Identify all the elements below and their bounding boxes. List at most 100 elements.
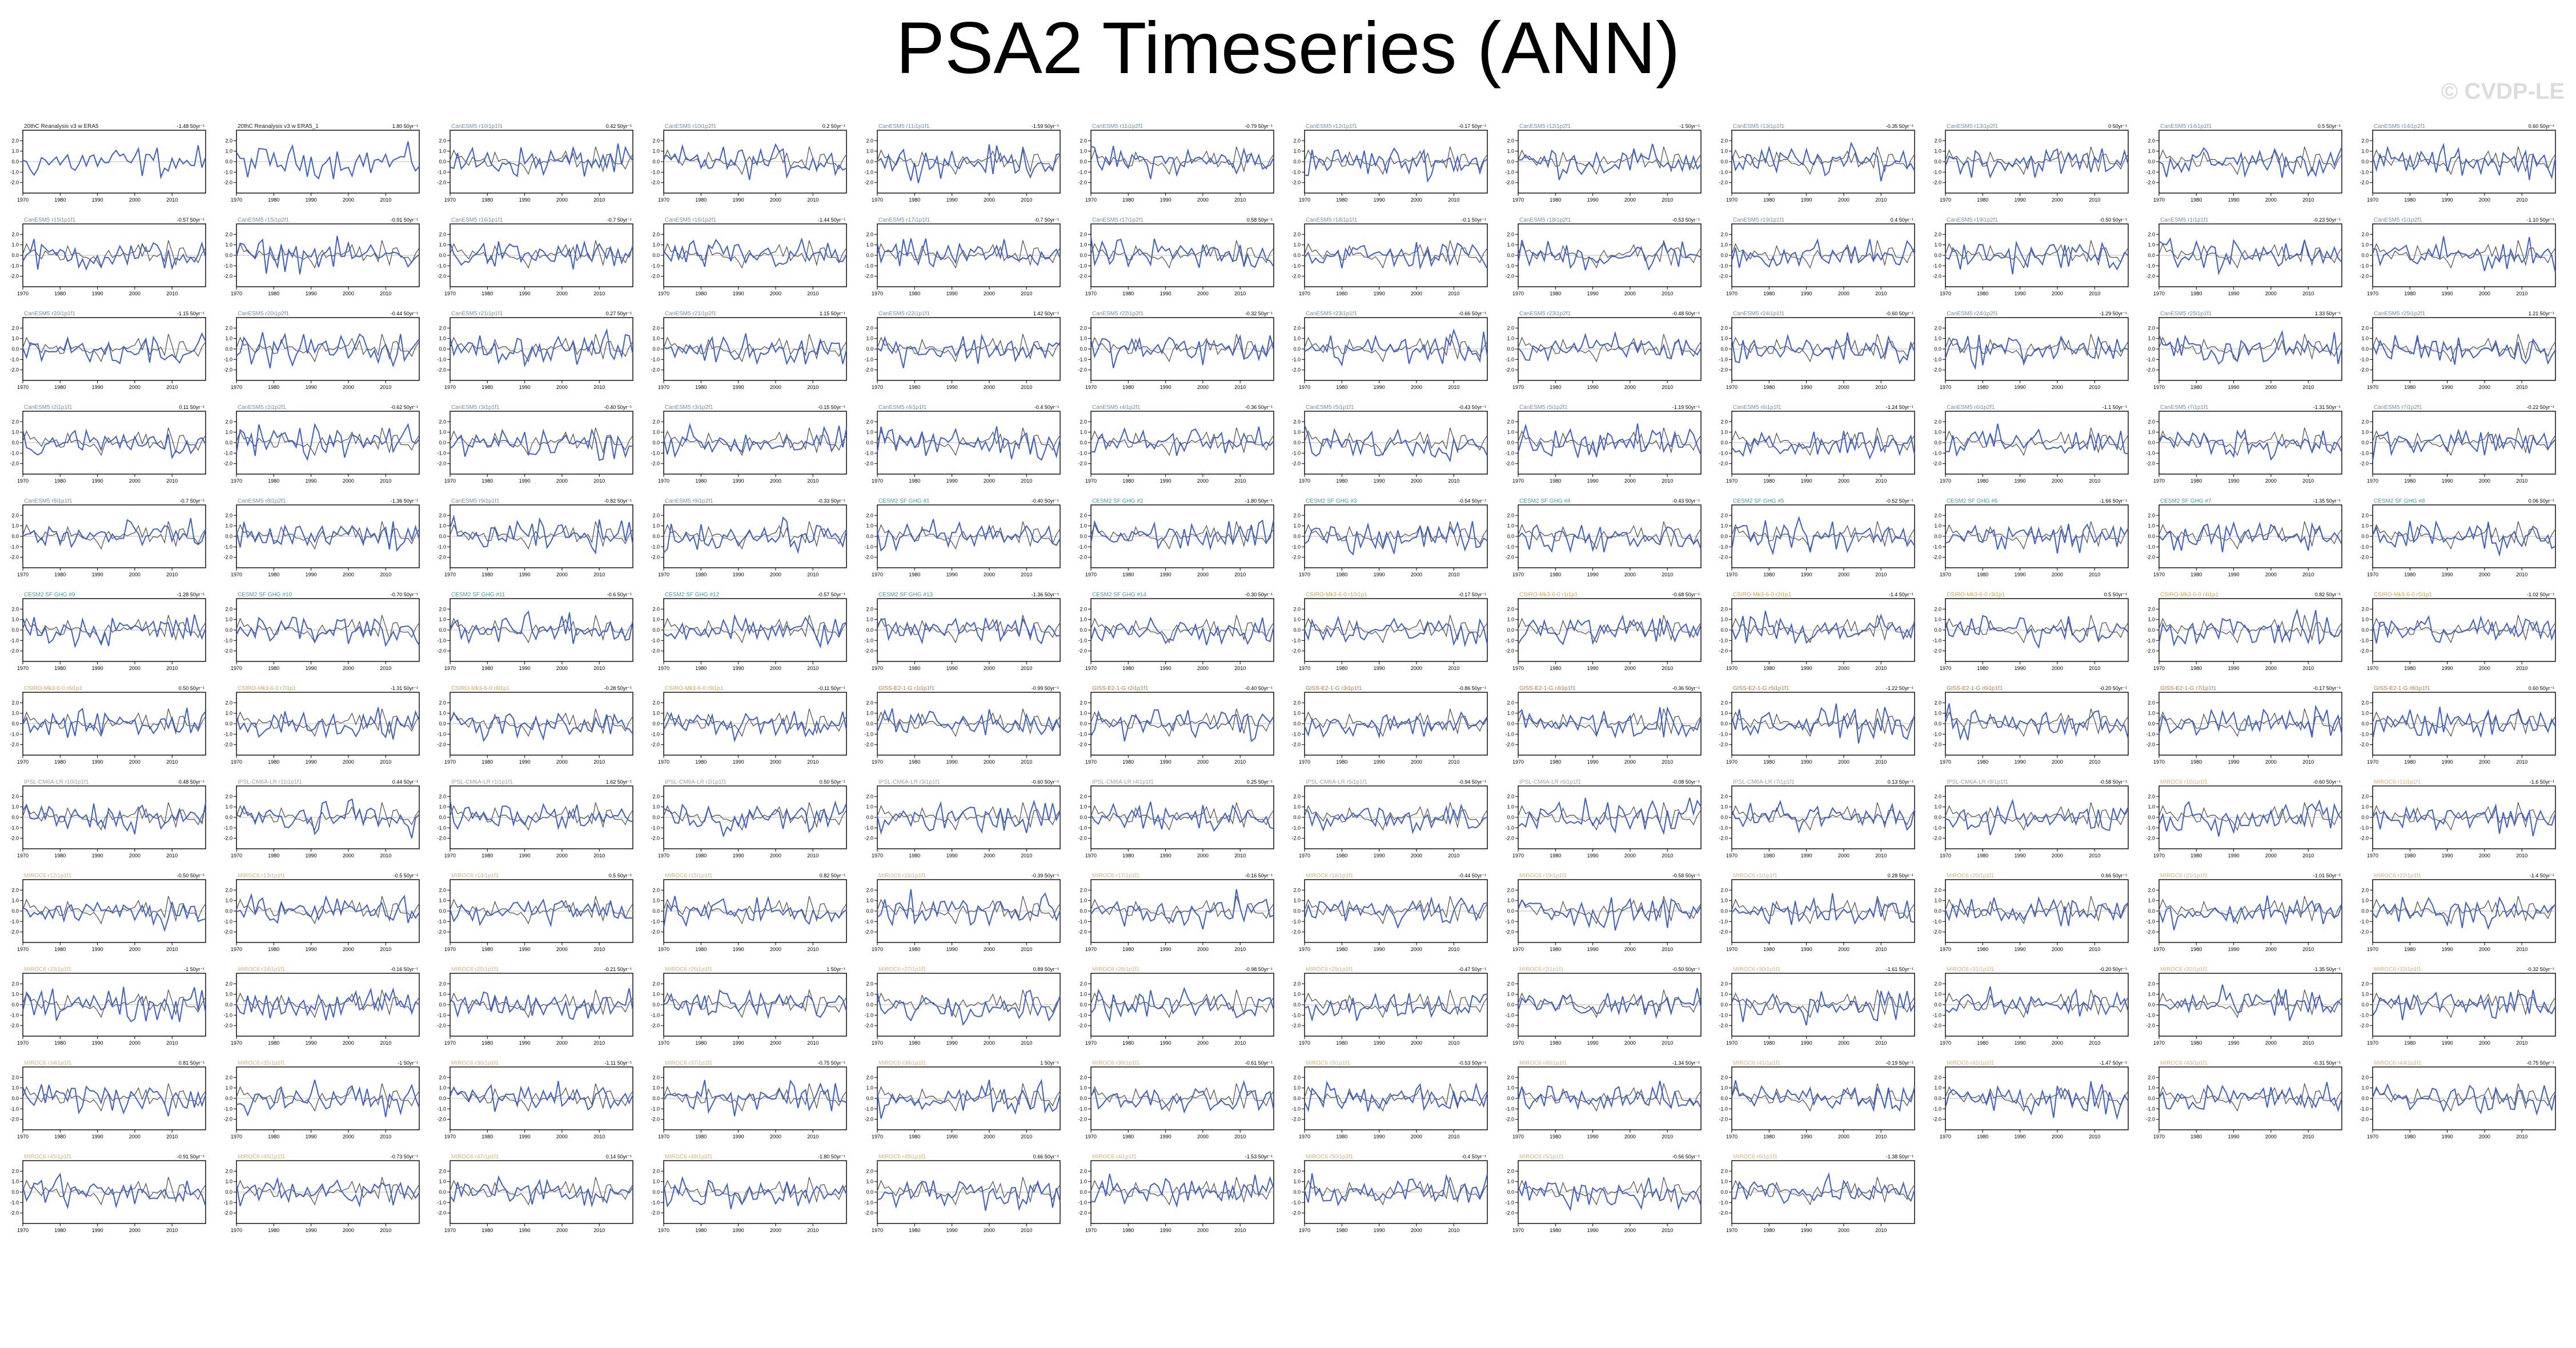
- y-tick-label: -1.0: [10, 1199, 19, 1205]
- panel-trend: 1.33 50yr⁻¹: [2315, 311, 2341, 316]
- x-tick-label: 2010: [1234, 197, 1246, 203]
- y-tick-label: 1.0: [1720, 242, 1728, 248]
- y-tick-label: 1.0: [2148, 1085, 2155, 1091]
- x-tick-label: 2010: [807, 1134, 818, 1140]
- x-tick-label: 1990: [1160, 384, 1171, 390]
- x-tick-label: 2000: [1838, 665, 1849, 671]
- x-tick-label: 1980: [2404, 572, 2415, 577]
- x-tick-label: 1980: [1336, 478, 1347, 484]
- x-tick-label: 2010: [166, 572, 178, 577]
- panel-trend: 0.25 50yr⁻¹: [1247, 779, 1273, 785]
- x-tick-label: 1990: [733, 384, 744, 390]
- x-tick-label: 2010: [1875, 759, 1887, 765]
- y-tick-label: 0.0: [439, 159, 446, 165]
- obs-series-line: [2158, 896, 2342, 925]
- x-tick-label: 1970: [1512, 384, 1524, 390]
- x-tick-label: 2000: [343, 572, 354, 577]
- x-tick-label: 1990: [92, 1134, 103, 1140]
- y-tick-label: -1.0: [1932, 825, 1941, 831]
- x-tick-label: 1980: [695, 1134, 707, 1140]
- x-tick-label: 1980: [2404, 759, 2415, 765]
- x-tick-label: 1970: [1726, 384, 1738, 390]
- y-tick-label: 1.0: [866, 523, 873, 529]
- x-tick-label: 1990: [1801, 1134, 1812, 1140]
- x-tick-label: 1980: [2190, 665, 2202, 671]
- x-tick-label: 1990: [946, 197, 958, 203]
- y-tick-label: 2.0: [866, 1074, 873, 1080]
- model-series-line: [1304, 520, 1488, 556]
- x-tick-label: 1980: [1550, 572, 1561, 577]
- x-tick-label: 2000: [129, 1040, 141, 1046]
- y-tick-label: -2.0: [864, 1117, 873, 1122]
- x-tick-label: 2010: [166, 853, 178, 858]
- y-tick-label: 1.0: [2361, 242, 2369, 248]
- y-tick-label: 2.0: [2361, 1074, 2369, 1080]
- y-tick-label: -2.0: [223, 461, 232, 467]
- x-tick-label: 1990: [519, 665, 531, 671]
- y-tick-label: 1.0: [1293, 992, 1301, 997]
- y-tick-label: -1.0: [864, 1106, 873, 1112]
- x-tick-label: 2010: [1662, 946, 1673, 952]
- obs-series-line: [1518, 240, 1702, 269]
- y-tick-label: -2.0: [10, 367, 19, 373]
- panel-label: CSIRO-Mk3-6-0 r8i1p1: [451, 685, 510, 692]
- x-tick-label: 2010: [1021, 759, 1032, 765]
- x-tick-label: 1970: [1512, 1134, 1524, 1140]
- y-tick-label: 0.0: [1720, 440, 1728, 446]
- y-tick-label: 2.0: [1934, 700, 1941, 705]
- y-tick-label: -2.0: [1291, 180, 1301, 186]
- panel-trend: 0.50 50yr⁻¹: [179, 685, 204, 691]
- panel-trend: -0.61 50yr⁻¹: [1245, 1060, 1273, 1066]
- x-tick-label: 2000: [984, 1227, 995, 1233]
- y-tick-label: -1.0: [651, 1012, 660, 1018]
- panel-trend: -0.36 50yr⁻¹: [1672, 685, 1700, 691]
- x-tick-label: 1990: [1374, 478, 1385, 484]
- y-tick-label: -1.0: [2360, 918, 2369, 924]
- y-tick-label: -1.0: [2146, 1106, 2155, 1112]
- panel-label: CanESM5 r6i1p1f1: [1733, 404, 1781, 411]
- y-tick-label: 1.0: [1720, 898, 1728, 904]
- x-tick-label: 1980: [2190, 478, 2202, 484]
- panel-trend: -1.02 50yr⁻¹: [2527, 592, 2554, 597]
- y-tick-label: 2.0: [1507, 606, 1514, 612]
- x-tick-label: 1980: [268, 1227, 279, 1233]
- y-tick-label: 2.0: [1293, 138, 1301, 143]
- x-tick-label: 1990: [306, 1227, 317, 1233]
- y-tick-label: 2.0: [1720, 981, 1728, 986]
- x-tick-label: 2000: [343, 665, 354, 671]
- y-tick-label: 2.0: [11, 231, 19, 237]
- x-tick-label: 1970: [444, 478, 456, 484]
- y-tick-label: -1.0: [437, 356, 446, 362]
- x-tick-label: 2010: [2302, 759, 2314, 765]
- obs-series-line: [877, 896, 1061, 925]
- x-tick-label: 2000: [1411, 384, 1422, 390]
- obs-series-line: [2158, 1083, 2342, 1112]
- x-tick-label: 2000: [1624, 572, 1636, 577]
- y-tick-label: 0.0: [1293, 159, 1301, 165]
- obs-series-line: [1518, 708, 1702, 737]
- panel-label: MIROC6 r6i1p1f1: [1733, 1154, 1777, 1160]
- y-tick-label: 0.0: [1293, 252, 1301, 258]
- y-tick-label: 0.0: [652, 815, 660, 820]
- y-tick-label: 0.0: [11, 159, 19, 165]
- x-tick-label: 1990: [92, 946, 103, 952]
- x-tick-label: 1980: [1336, 197, 1347, 203]
- obs-series-line: [1731, 1177, 1915, 1206]
- model-series-line: [1090, 1080, 1274, 1114]
- x-tick-label: 1990: [1587, 572, 1599, 577]
- x-tick-label: 2010: [1448, 572, 1459, 577]
- x-tick-label: 1980: [2404, 384, 2415, 390]
- obs-series-line: [1731, 708, 1915, 737]
- y-tick-label: 2.0: [1934, 138, 1941, 143]
- y-tick-label: -1.0: [223, 263, 232, 268]
- model-series-line: [663, 711, 847, 743]
- y-tick-label: 2.0: [2361, 606, 2369, 612]
- x-tick-label: 1990: [1374, 1134, 1385, 1140]
- x-tick-label: 1990: [946, 1134, 958, 1140]
- x-tick-label: 1990: [1801, 478, 1812, 484]
- y-tick-label: 2.0: [11, 606, 19, 612]
